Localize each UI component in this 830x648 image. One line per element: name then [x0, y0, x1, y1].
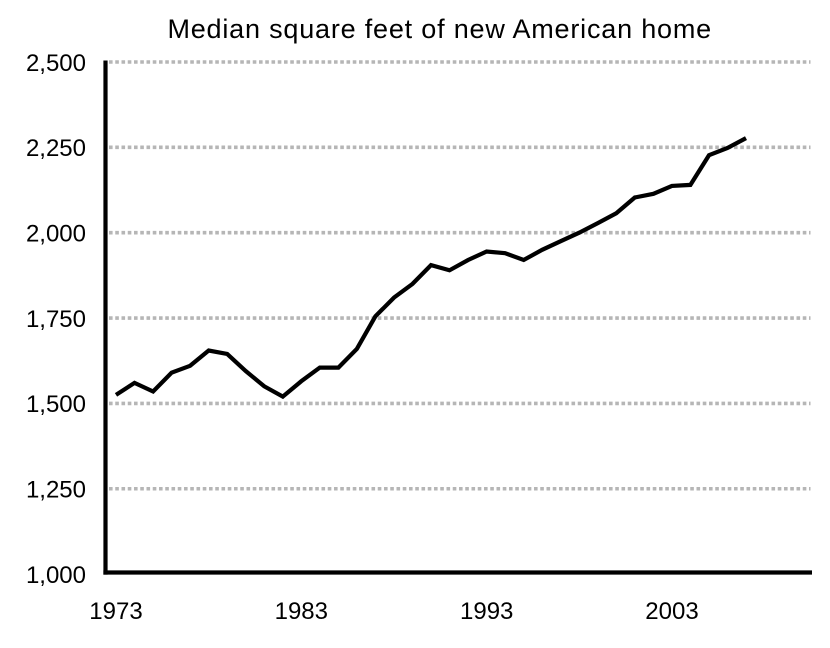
svg-text:2003: 2003 — [645, 598, 698, 625]
svg-text:1,500: 1,500 — [26, 391, 86, 418]
svg-text:2,250: 2,250 — [26, 135, 86, 162]
svg-text:1,250: 1,250 — [26, 477, 86, 504]
svg-text:2,500: 2,500 — [26, 50, 86, 77]
svg-text:1,000: 1,000 — [26, 562, 86, 589]
svg-text:1,750: 1,750 — [26, 306, 86, 333]
svg-text:1983: 1983 — [275, 598, 328, 625]
svg-text:1993: 1993 — [460, 598, 513, 625]
svg-text:2,000: 2,000 — [26, 220, 86, 247]
svg-text:1973: 1973 — [89, 598, 142, 625]
svg-text:Median square feet of new Amer: Median square feet of new American home — [167, 14, 712, 44]
